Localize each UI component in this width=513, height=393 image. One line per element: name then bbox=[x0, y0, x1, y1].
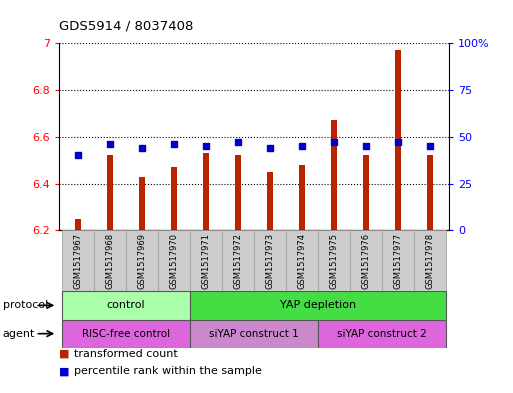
Bar bbox=[222, 230, 254, 291]
Bar bbox=[318, 230, 350, 291]
Bar bbox=[190, 291, 446, 320]
Bar bbox=[331, 120, 337, 230]
Text: GDS5914 / 8037408: GDS5914 / 8037408 bbox=[59, 20, 193, 33]
Text: siYAP construct 1: siYAP construct 1 bbox=[209, 329, 299, 339]
Text: RISC-free control: RISC-free control bbox=[82, 329, 170, 339]
Bar bbox=[363, 156, 369, 230]
Text: percentile rank within the sample: percentile rank within the sample bbox=[74, 366, 262, 376]
Bar bbox=[62, 291, 190, 320]
Point bbox=[426, 143, 434, 149]
Bar bbox=[286, 230, 318, 291]
Bar bbox=[190, 230, 222, 291]
Text: GSM1517976: GSM1517976 bbox=[361, 233, 370, 290]
Point bbox=[393, 139, 402, 145]
Point bbox=[74, 152, 82, 159]
Text: transformed count: transformed count bbox=[74, 349, 178, 359]
Bar bbox=[254, 230, 286, 291]
Text: protocol: protocol bbox=[3, 300, 48, 310]
Point bbox=[170, 141, 178, 147]
Point bbox=[202, 143, 210, 149]
Text: GSM1517975: GSM1517975 bbox=[329, 233, 339, 289]
Text: agent: agent bbox=[3, 329, 35, 339]
Bar bbox=[171, 167, 177, 230]
Point bbox=[106, 141, 114, 147]
Point bbox=[362, 143, 370, 149]
Text: GSM1517978: GSM1517978 bbox=[425, 233, 434, 290]
Bar bbox=[139, 176, 145, 230]
Text: GSM1517973: GSM1517973 bbox=[265, 233, 274, 290]
Bar bbox=[126, 230, 158, 291]
Text: GSM1517970: GSM1517970 bbox=[169, 233, 179, 289]
Text: control: control bbox=[107, 300, 145, 310]
Text: GSM1517977: GSM1517977 bbox=[393, 233, 402, 290]
Bar bbox=[235, 156, 241, 230]
Bar bbox=[62, 320, 190, 348]
Bar bbox=[395, 50, 401, 230]
Bar bbox=[413, 230, 446, 291]
Text: GSM1517967: GSM1517967 bbox=[74, 233, 83, 290]
Bar bbox=[299, 165, 305, 230]
Text: YAP depletion: YAP depletion bbox=[280, 300, 356, 310]
Text: GSM1517972: GSM1517972 bbox=[233, 233, 243, 289]
Bar bbox=[382, 230, 413, 291]
Bar bbox=[75, 219, 81, 230]
Bar bbox=[427, 156, 432, 230]
Bar bbox=[107, 156, 113, 230]
Text: GSM1517968: GSM1517968 bbox=[106, 233, 114, 290]
Bar bbox=[158, 230, 190, 291]
Text: GSM1517969: GSM1517969 bbox=[137, 233, 147, 289]
Bar bbox=[190, 320, 318, 348]
Point bbox=[138, 145, 146, 151]
Text: GSM1517974: GSM1517974 bbox=[298, 233, 306, 289]
Bar bbox=[94, 230, 126, 291]
Point bbox=[298, 143, 306, 149]
Point bbox=[330, 139, 338, 145]
Point bbox=[266, 145, 274, 151]
Bar bbox=[203, 153, 209, 230]
Text: ■: ■ bbox=[59, 349, 73, 359]
Text: ■: ■ bbox=[59, 366, 73, 376]
Bar bbox=[350, 230, 382, 291]
Point bbox=[234, 139, 242, 145]
Bar bbox=[62, 230, 94, 291]
Bar bbox=[318, 320, 446, 348]
Text: siYAP construct 2: siYAP construct 2 bbox=[337, 329, 427, 339]
Bar bbox=[267, 172, 273, 230]
Text: GSM1517971: GSM1517971 bbox=[202, 233, 210, 289]
